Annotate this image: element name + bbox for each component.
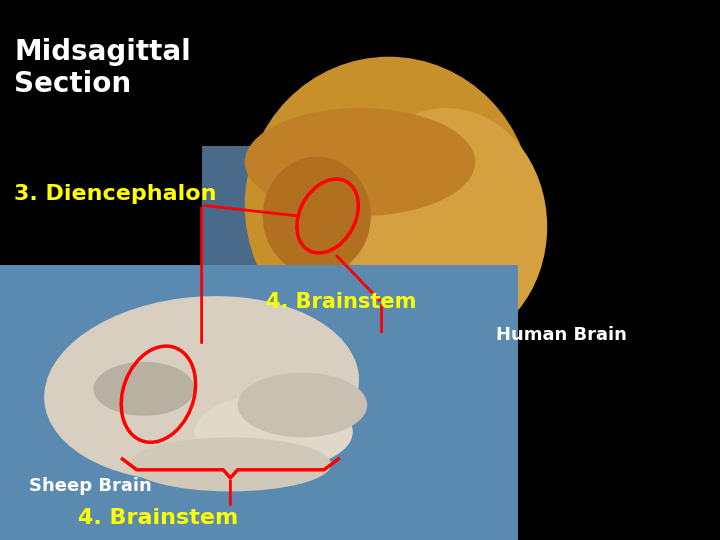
Text: Human Brain: Human Brain xyxy=(496,326,627,344)
Ellipse shape xyxy=(346,108,547,346)
Ellipse shape xyxy=(194,394,353,470)
Ellipse shape xyxy=(245,108,475,216)
Text: 3. Diencephalon: 3. Diencephalon xyxy=(14,184,217,205)
Text: 4. Brainstem: 4. Brainstem xyxy=(78,508,238,529)
FancyBboxPatch shape xyxy=(202,146,490,394)
Ellipse shape xyxy=(238,373,367,437)
Ellipse shape xyxy=(44,296,359,482)
Text: Sheep Brain: Sheep Brain xyxy=(29,477,151,495)
Ellipse shape xyxy=(263,157,371,275)
Ellipse shape xyxy=(94,362,194,416)
Text: Midsagittal
Section: Midsagittal Section xyxy=(14,38,191,98)
Ellipse shape xyxy=(130,437,331,491)
Text: 4. Brainstem: 4. Brainstem xyxy=(266,292,417,313)
Ellipse shape xyxy=(245,57,533,354)
FancyBboxPatch shape xyxy=(0,265,518,540)
